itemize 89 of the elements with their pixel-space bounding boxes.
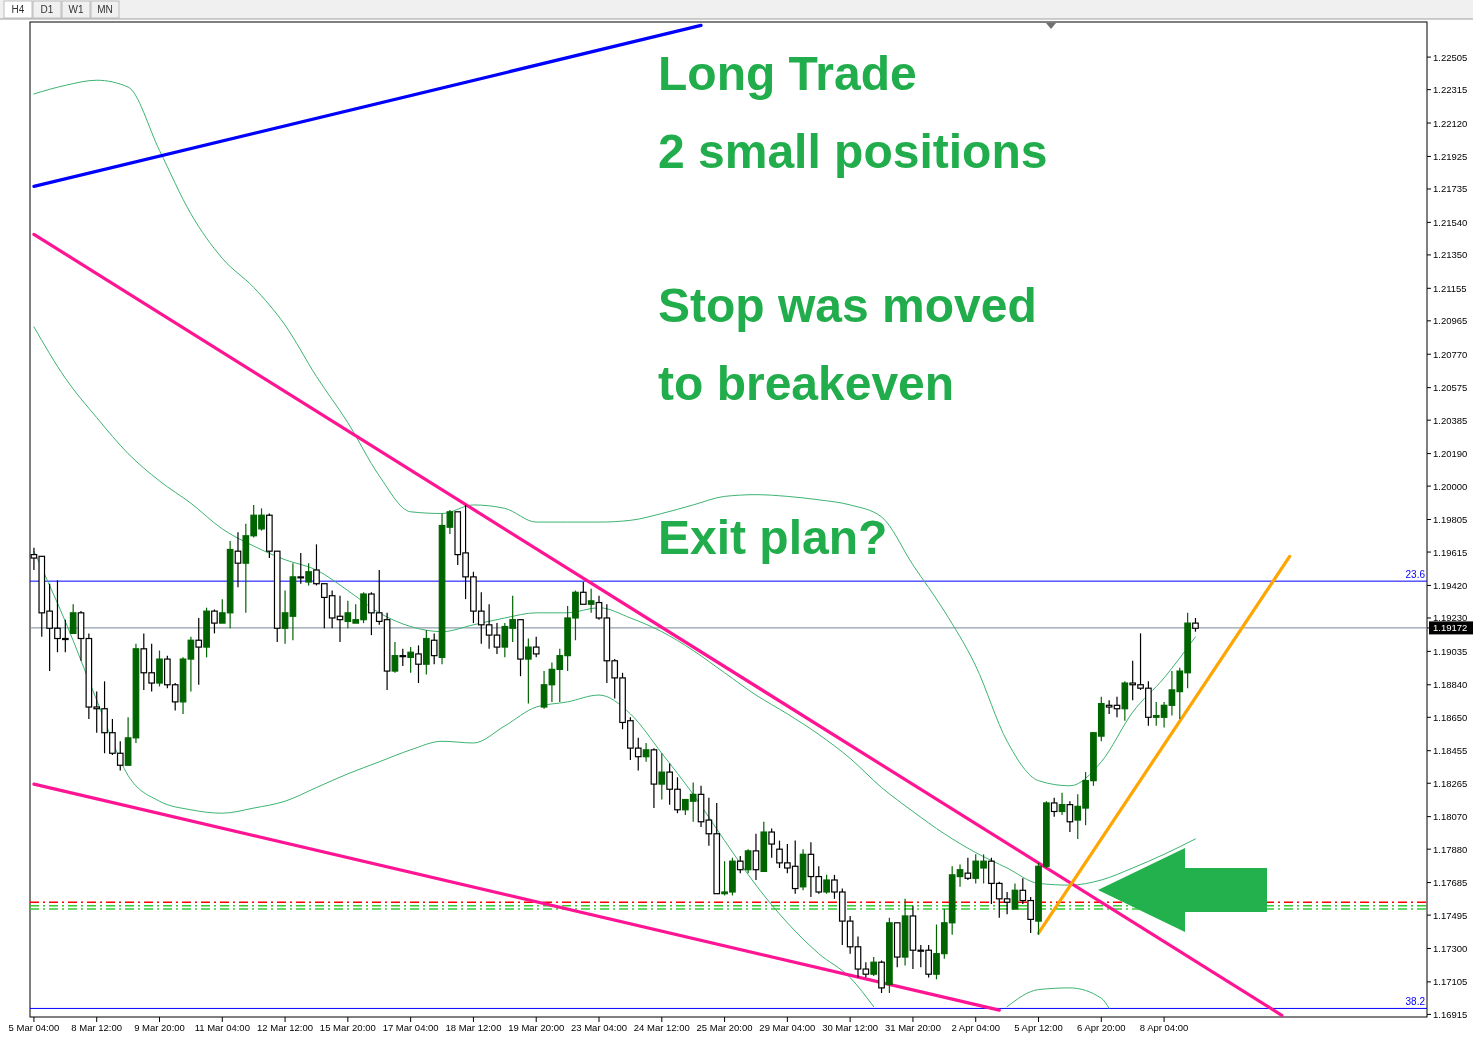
annotation: 38.2 <box>1405 996 1426 1008</box>
text: W1 <box>68 4 84 15</box>
y-tick-label: 1.18650 <box>1433 711 1468 723</box>
x-tick-label: 5 Mar 04:00 <box>8 1022 60 1033</box>
x-tick-label: 30 Mar 12:00 <box>822 1022 879 1033</box>
candlestick <box>407 646 414 674</box>
x-tick-label: 25 Mar 20:00 <box>696 1022 753 1033</box>
candlestick <box>1058 792 1066 816</box>
candlestick <box>579 581 587 605</box>
y-tick-label: 1.19420 <box>1433 579 1468 591</box>
x-tick-label: 29 Mar 04:00 <box>759 1022 816 1033</box>
y-tick-label: 1.20770 <box>1433 348 1468 360</box>
y-tick-label: 1.19172 <box>1433 622 1468 634</box>
candlestick <box>587 588 595 614</box>
y-tick-label: 1.20000 <box>1433 480 1468 492</box>
y-tick-label: 1.20575 <box>1433 382 1468 394</box>
y-tick-label: 1.22505 <box>1433 51 1468 63</box>
y-tick-label: 1.18840 <box>1433 679 1468 691</box>
text: H4 <box>11 4 25 15</box>
x-tick-label: 18 Mar 12:00 <box>445 1022 502 1033</box>
y-tick-label: 1.17880 <box>1433 843 1468 855</box>
text: MN <box>97 4 113 15</box>
candlestick <box>234 531 242 588</box>
candlestick <box>281 589 289 645</box>
candlestick <box>964 857 972 881</box>
y-tick-label: 1.18455 <box>1433 745 1468 757</box>
candlestick <box>156 649 163 688</box>
y-tick-label: 1.17685 <box>1433 877 1468 889</box>
y-tick-label: 1.17300 <box>1433 943 1468 954</box>
y-tick-label: 1.19805 <box>1433 514 1468 525</box>
candlestick <box>768 828 776 859</box>
y-tick-label: 1.18070 <box>1433 811 1468 823</box>
y-tick-label: 1.18265 <box>1433 777 1468 789</box>
x-tick-label: 2 Apr 04:00 <box>951 1022 1001 1033</box>
y-tick-label: 1.22120 <box>1433 117 1468 129</box>
candlestick <box>525 637 532 705</box>
y-tick-label: 1.20385 <box>1433 414 1468 426</box>
annotation: Stop was moved to breakeven <box>658 279 1037 410</box>
annotation: Exit plan? <box>658 511 888 564</box>
y-tick-label: 1.19035 <box>1433 645 1468 657</box>
candlestick <box>1011 882 1019 910</box>
y-tick-label: 1.20965 <box>1433 315 1468 327</box>
x-tick-label: 19 Mar 20:00 <box>508 1022 565 1033</box>
candlestick <box>744 848 752 874</box>
y-tick-label: 1.21735 <box>1433 183 1468 195</box>
text: Long Trade <box>658 47 917 100</box>
candlestick <box>642 742 650 763</box>
x-tick-label: 31 Mar 20:00 <box>884 1022 941 1033</box>
y-tick-label: 1.21350 <box>1433 249 1468 261</box>
y-tick-label: 1.16915 <box>1433 1008 1468 1020</box>
y-tick-label: 1.17105 <box>1433 976 1468 988</box>
x-tick-label: 5 Apr 12:00 <box>1014 1022 1063 1033</box>
y-tick-label: 1.22315 <box>1433 84 1468 96</box>
x-tick-label: 6 Apr 20:00 <box>1076 1022 1126 1033</box>
x-tick-label: 24 Mar 12:00 <box>633 1022 690 1033</box>
y-tick-label: 1.21540 <box>1433 216 1468 228</box>
candlestick <box>823 874 830 895</box>
annotation: 23.6 <box>1405 569 1426 581</box>
y-tick-label: 1.21155 <box>1433 282 1467 294</box>
candlestick <box>658 752 666 801</box>
candlestick <box>211 608 218 634</box>
y-tick-label: 1.19615 <box>1433 546 1468 558</box>
x-tick-label: 17 Mar 04:00 <box>382 1022 439 1033</box>
candlestick <box>870 956 878 977</box>
x-tick-label: 8 Apr 04:00 <box>1139 1022 1189 1033</box>
x-tick-label: 12 Mar 12:00 <box>257 1022 314 1033</box>
line-series <box>1006 987 1110 1009</box>
candlestick <box>415 644 422 684</box>
x-tick-label: 23 Mar 04:00 <box>571 1022 627 1033</box>
candlestick <box>532 636 540 658</box>
y-tick-label: 1.19230 <box>1433 612 1468 624</box>
x-tick-label: 9 Mar 20:00 <box>134 1022 185 1033</box>
y-tick-label: 1.20190 <box>1433 448 1468 460</box>
text: D1 <box>40 4 54 15</box>
x-tick-label: 11 Mar 04:00 <box>194 1022 250 1033</box>
x-tick-label: 8 Mar 12:00 <box>71 1022 123 1033</box>
candlestick <box>430 632 438 665</box>
candlestick <box>305 562 312 587</box>
candlestick <box>1050 797 1058 818</box>
candlestick <box>391 641 399 674</box>
candlestick <box>540 670 548 710</box>
x-tick-label: 15 Mar 20:00 <box>319 1022 376 1033</box>
candlestick <box>297 552 305 585</box>
text: 2 small positions <box>658 125 1048 178</box>
candlestick <box>195 617 203 686</box>
y-tick-label: 1.21925 <box>1433 150 1468 162</box>
candlestick <box>69 603 77 634</box>
candlestick <box>752 833 760 881</box>
y-tick-label: 1.17495 <box>1433 909 1468 921</box>
